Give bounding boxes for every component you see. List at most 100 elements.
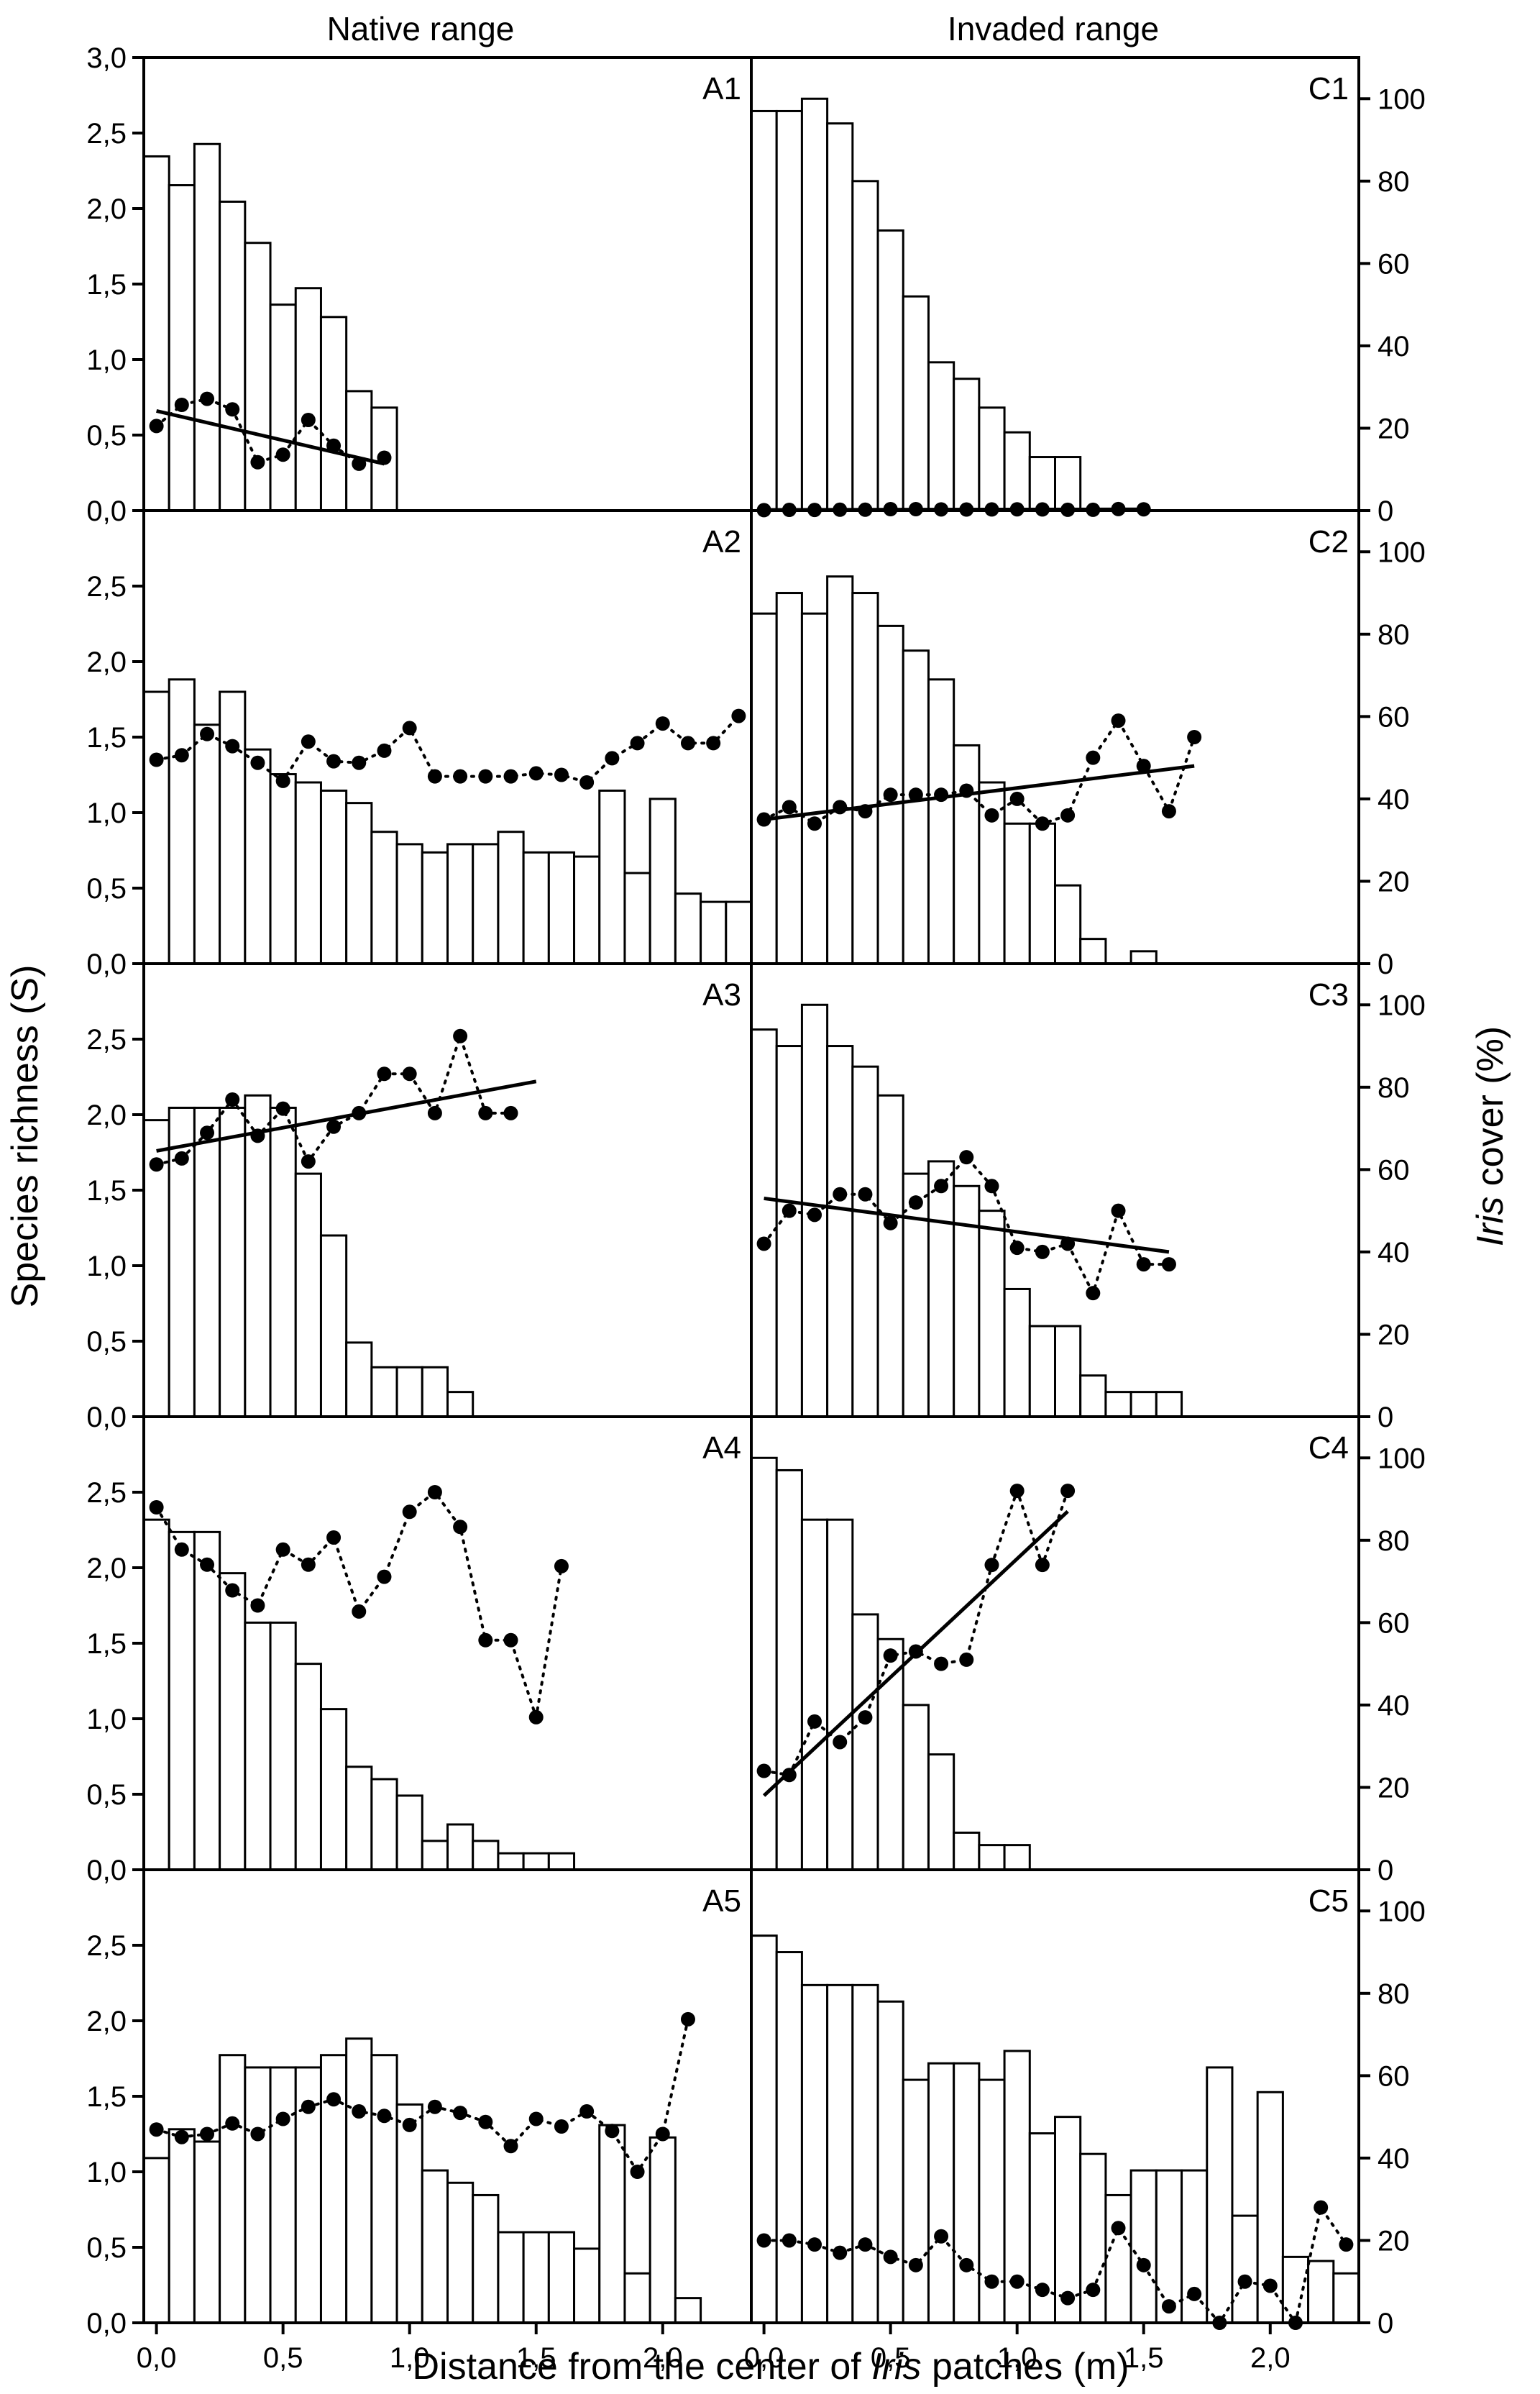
y-tick-label-right: 100 (1378, 83, 1426, 115)
cover-bar (851, 180, 879, 512)
cover-bar (826, 575, 854, 965)
richness-point (528, 766, 544, 781)
richness-point (1237, 2274, 1252, 2289)
cover-bar (345, 390, 373, 512)
cover-bar (446, 843, 475, 965)
x-tick-label: 1,0 (390, 2342, 430, 2374)
panel-label: A2 (702, 524, 741, 559)
richness-point (554, 767, 569, 782)
richness-point (782, 800, 797, 815)
y-tick-label-left: 0,0 (86, 2308, 127, 2339)
richness-point (680, 2011, 695, 2027)
cover-bar (269, 303, 297, 512)
richness-point (655, 2126, 670, 2142)
y-tick-label-left: 2,0 (86, 193, 127, 225)
cover-bar (193, 2140, 221, 2324)
richness-point (174, 1542, 189, 1557)
cover-bar (497, 831, 525, 965)
y-axis-title-right-rest: cover (%) (1470, 1026, 1511, 1197)
y-tick-label-left: 2,0 (86, 2006, 127, 2037)
x-tick-label: 0,0 (744, 2342, 784, 2374)
cover-bar (800, 612, 829, 965)
cover-bar (927, 361, 955, 512)
cover-bar (826, 1045, 854, 1418)
cover-bar (294, 1172, 322, 1418)
y-tick-label-left: 2,0 (86, 647, 127, 678)
y-tick-label-right: 100 (1378, 990, 1426, 1021)
richness-point (149, 752, 164, 767)
richness-point (250, 2126, 265, 2142)
cover-bar (421, 1840, 449, 1871)
cover-bar (902, 1172, 930, 1418)
y-tick-label-left: 0,0 (86, 1402, 127, 1433)
richness-point (528, 1709, 544, 1724)
cover-bar (1079, 1374, 1107, 1418)
cover-bar (142, 2157, 170, 2324)
richness-point (908, 1195, 923, 1210)
cover-bar (927, 1160, 955, 1418)
richness-point (731, 708, 746, 723)
cover-bar (775, 1468, 803, 1871)
cover-bar (775, 1045, 803, 1418)
richness-point (200, 726, 215, 741)
richness-point (959, 1652, 974, 1667)
x-axis-title-post: patches (m) (922, 2346, 1129, 2388)
cover-bar (1028, 822, 1056, 965)
richness-point (833, 2245, 848, 2260)
cover-bar (319, 789, 348, 965)
y-tick-label-left: 1,0 (86, 1251, 127, 1282)
cover-bar (1003, 1844, 1031, 1871)
cover-bar (446, 1823, 475, 1871)
panel-label: A3 (702, 977, 741, 1013)
cover-bar (269, 1621, 297, 1871)
cover-bar (1079, 938, 1107, 965)
cover-bar (902, 2078, 930, 2324)
richness-point (554, 1558, 569, 1573)
richness-point (503, 1105, 518, 1120)
panel-label: C1 (1308, 71, 1349, 106)
richness-point (377, 1066, 392, 1082)
cover-bar (725, 900, 753, 965)
richness-point (402, 1066, 417, 1082)
y-tick-label-right: 20 (1378, 2225, 1410, 2257)
cover-bar (421, 2169, 449, 2324)
y-tick-label-right: 60 (1378, 1154, 1410, 1186)
cover-bar (775, 109, 803, 512)
y-tick-label-right: 80 (1378, 1072, 1410, 1104)
y-tick-label-left: 0,5 (86, 873, 127, 905)
cover-bar (750, 1934, 778, 2324)
y-tick-label-right: 100 (1378, 1443, 1426, 1474)
richness-point (301, 1154, 316, 1169)
richness-point (605, 2124, 620, 2139)
richness-point (326, 1530, 342, 1545)
richness-point (225, 2116, 240, 2131)
y-tick-label-left: 0,5 (86, 1779, 127, 1811)
cover-bar (395, 2103, 423, 2324)
richness-point (453, 2106, 468, 2121)
richness-point (503, 1632, 518, 1648)
cover-bar (1206, 2066, 1234, 2324)
richness-point (200, 2126, 215, 2142)
cover-bar (1003, 1287, 1031, 1418)
y-tick-label-right: 60 (1378, 701, 1410, 733)
richness-point (1136, 1257, 1151, 1272)
x-tick-label: 1,5 (516, 2342, 556, 2374)
richness-point (402, 2117, 417, 2132)
cover-bar (168, 1530, 196, 1871)
cover-bar (1054, 1325, 1082, 1418)
y-tick-label-right: 0 (1378, 2308, 1393, 2339)
richness-point (200, 1557, 215, 1572)
richness-point (301, 413, 316, 427)
richness-point (1161, 1257, 1176, 1272)
richness-point (250, 1598, 265, 1613)
richness-point (377, 743, 392, 758)
cover-bar (446, 2181, 475, 2324)
cover-bar (927, 1753, 955, 1871)
richness-line (155, 2017, 689, 2175)
richness-point (934, 2229, 949, 2244)
richness-point (275, 1542, 290, 1557)
cover-bar (294, 1663, 322, 1871)
cover-bar (219, 1106, 247, 1418)
y-tick-label-left: 2,5 (86, 1930, 127, 1962)
